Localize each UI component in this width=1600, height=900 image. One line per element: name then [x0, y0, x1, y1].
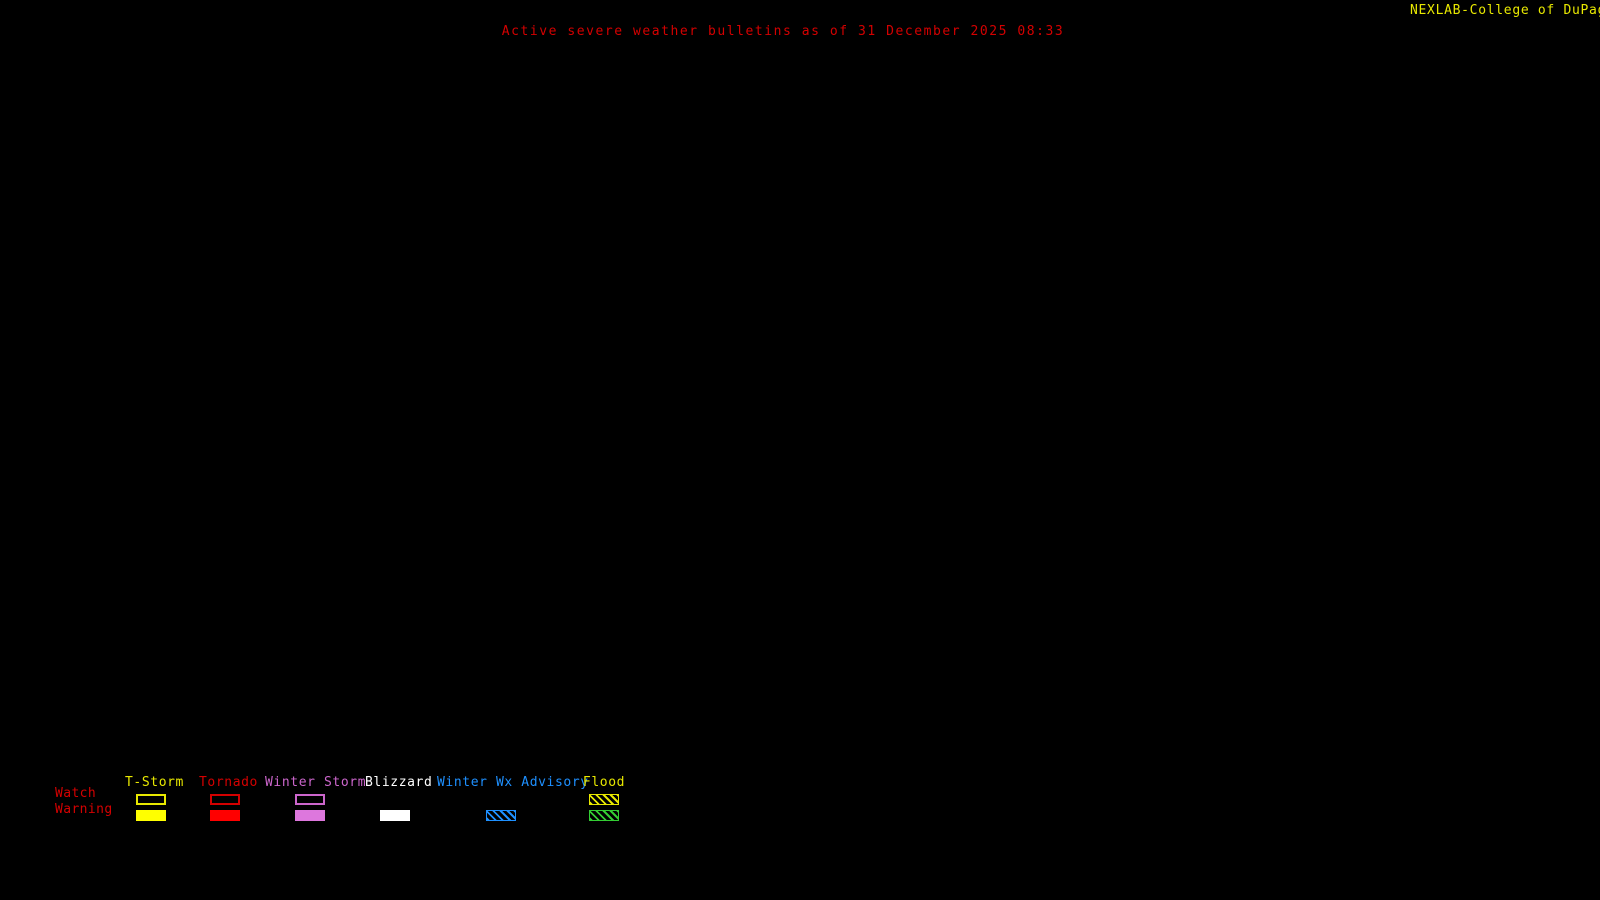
legend-swatch-blizzard-warning: [380, 809, 410, 821]
legend-swatch-slot-watch: [582, 791, 626, 807]
legend-swatch-flood-watch: [589, 793, 619, 805]
legend-column-flood[interactable]: Flood: [582, 775, 626, 823]
brand-watermark: NEXLAB-College of DuPage↗: [1410, 3, 1600, 18]
legend-column-blizzard[interactable]: Blizzard: [365, 775, 433, 823]
brand-label: NEXLAB-College of DuPage: [1410, 3, 1600, 18]
legend-swatch-winter-storm-watch: [295, 793, 325, 805]
page-title-bar: Active severe weather bulletins as of 31…: [0, 20, 1566, 40]
legend-swatch-tornado-warning: [210, 809, 240, 821]
legend-swatch-slot-warning: [199, 807, 251, 823]
legend-swatch-slot-warning: [365, 807, 425, 823]
legend-column-winter-wx-advisory[interactable]: Winter Wx Advisory: [437, 775, 589, 823]
map-canvas[interactable]: [0, 44, 1600, 764]
legend-row-label-watch: Watch: [55, 786, 97, 801]
page-title: Active severe weather bulletins as of 31…: [501, 24, 1065, 39]
legend-swatch-slot-watch: [437, 791, 565, 807]
legend-swatch-slot-watch: [365, 791, 425, 807]
legend-swatch-slot-warning: [265, 807, 355, 823]
legend-swatch-flood-warning: [589, 809, 619, 821]
legend-title-winter-wx-advisory: Winter Wx Advisory: [437, 775, 589, 790]
legend-swatch-slot-watch: [265, 791, 355, 807]
legend-swatch-tornado-watch: [210, 793, 240, 805]
legend-swatch-winter-storm-warning: [295, 809, 325, 821]
legend-swatch-t-storm-watch: [136, 793, 166, 805]
legend-title-winter-storm: Winter Storm: [265, 775, 367, 790]
legend-swatch-t-storm-warning: [136, 809, 166, 821]
legend-swatch-slot-watch: [125, 791, 177, 807]
legend-row-labels: Watch Warning: [55, 786, 125, 818]
legend-swatch-slot-warning: [437, 807, 565, 823]
legend-column-tornado[interactable]: Tornado: [199, 775, 258, 823]
legend-column-winter-storm[interactable]: Winter Storm: [265, 775, 367, 823]
legend: Watch Warning T-Storm Tornado Winter: [0, 775, 1600, 830]
legend-column-t-storm[interactable]: T-Storm: [125, 775, 184, 823]
legend-swatch-winter-wx-advisory-warning: [486, 809, 516, 821]
legend-title-t-storm: T-Storm: [125, 775, 184, 790]
legend-title-blizzard: Blizzard: [365, 775, 433, 790]
legend-row-label-warning: Warning: [55, 802, 113, 817]
legend-swatch-slot-warning: [125, 807, 177, 823]
legend-title-tornado: Tornado: [199, 775, 258, 790]
legend-swatch-slot-watch: [199, 791, 251, 807]
legend-swatch-slot-warning: [582, 807, 626, 823]
legend-title-flood: Flood: [582, 775, 626, 790]
